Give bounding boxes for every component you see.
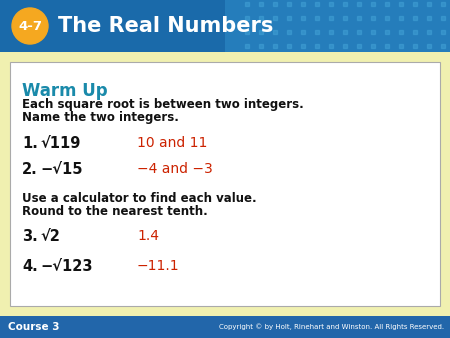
Text: 3.: 3.: [22, 229, 38, 244]
FancyBboxPatch shape: [225, 0, 450, 52]
Text: The Real Numbers: The Real Numbers: [58, 16, 274, 36]
Text: −4 and −3: −4 and −3: [137, 162, 213, 176]
Text: −11.1: −11.1: [137, 259, 180, 273]
Text: 1.4: 1.4: [137, 229, 159, 243]
Text: −√123: −√123: [40, 259, 93, 274]
Text: Name the two integers.: Name the two integers.: [22, 111, 179, 124]
Text: √119: √119: [40, 136, 81, 151]
Text: √2: √2: [40, 229, 60, 244]
Text: Use a calculator to find each value.: Use a calculator to find each value.: [22, 192, 256, 205]
Circle shape: [12, 8, 48, 44]
Text: 10 and 11: 10 and 11: [137, 136, 207, 150]
Text: Round to the nearest tenth.: Round to the nearest tenth.: [22, 205, 208, 218]
Text: 4.: 4.: [22, 259, 38, 274]
Text: 2.: 2.: [22, 162, 38, 177]
Text: Course 3: Course 3: [8, 322, 59, 332]
FancyBboxPatch shape: [10, 62, 440, 306]
Text: 4-7: 4-7: [18, 20, 42, 32]
Text: Warm Up: Warm Up: [22, 82, 108, 100]
FancyBboxPatch shape: [0, 316, 450, 338]
Text: Copyright © by Holt, Rinehart and Winston. All Rights Reserved.: Copyright © by Holt, Rinehart and Winsto…: [219, 324, 444, 330]
Text: −√15: −√15: [40, 162, 82, 177]
Text: Each square root is between two integers.: Each square root is between two integers…: [22, 98, 304, 111]
Text: 1.: 1.: [22, 136, 38, 151]
FancyBboxPatch shape: [0, 0, 450, 52]
